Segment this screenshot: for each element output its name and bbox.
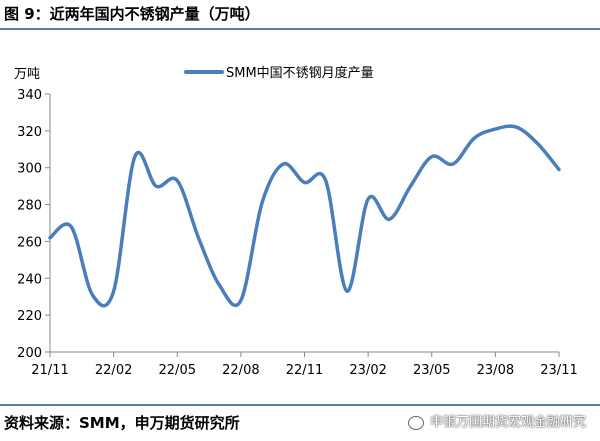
data-point — [494, 127, 497, 131]
x-tick-label: 22/08 — [222, 363, 259, 378]
y-tick-label: 340 — [17, 88, 42, 103]
data-point — [430, 155, 433, 158]
data-point — [48, 236, 52, 239]
data-point — [324, 179, 327, 182]
series-layer — [48, 124, 561, 308]
y-tick-label: 300 — [17, 162, 42, 177]
data-point — [536, 142, 539, 145]
x-tick-label: 22/05 — [159, 363, 196, 378]
series-line — [48, 124, 561, 308]
y-tick-label: 220 — [17, 309, 42, 324]
watermark: 申银万国期货宏观金融研究 — [407, 410, 586, 436]
data-point — [133, 155, 137, 158]
data-point — [282, 162, 285, 166]
data-point — [388, 218, 391, 221]
y-tick-label: 260 — [17, 235, 42, 250]
legend: SMM中国不锈钢月度产量 — [184, 65, 374, 81]
y-tick-label: 240 — [17, 272, 42, 287]
data-point — [409, 184, 412, 188]
data-point — [218, 284, 221, 287]
x-tick-label: 22/02 — [95, 363, 132, 378]
chart-title: 图 9：近两年国内不锈钢产量（万吨） — [4, 5, 260, 23]
footer-divider — [0, 404, 600, 406]
x-axis: 21/11 22/02 22/05 22/08 22/11 23/02 23/05 23/08… — [31, 351, 578, 378]
y-tick-label: 320 — [17, 125, 42, 140]
data-point — [112, 289, 115, 293]
legend-label: SMM中国不锈钢月度产量 — [226, 65, 374, 81]
data-point — [366, 197, 370, 201]
y-tick-label: 200 — [17, 346, 42, 361]
y-axis-label: 万吨 — [14, 67, 40, 82]
y-tick-label: 280 — [17, 199, 42, 214]
source-note: 资料来源：SMM，申万期货研究所 — [4, 414, 240, 432]
title-divider — [0, 28, 600, 30]
data-point — [472, 137, 476, 140]
line-chart: 200 220 240 260 280 300 320 340 21/11 22/02 22/05… — [14, 65, 578, 378]
data-point — [303, 181, 306, 184]
x-tick-label: 23/02 — [349, 363, 386, 378]
data-point — [239, 299, 243, 302]
x-tick-label: 23/05 — [413, 363, 450, 378]
data-point — [154, 184, 158, 188]
data-point — [515, 125, 518, 129]
data-point — [91, 293, 94, 297]
wechat-icon — [407, 415, 424, 430]
data-point — [345, 289, 349, 293]
y-axis: 200 220 240 260 280 300 320 340 — [17, 88, 51, 361]
data-point — [197, 236, 200, 239]
data-point — [70, 225, 73, 228]
data-point — [451, 162, 455, 166]
x-tick-label: 23/11 — [540, 363, 577, 378]
data-point — [176, 179, 179, 182]
x-tick-label: 22/11 — [286, 363, 323, 378]
watermark-text: 申银万国期货宏观金融研究 — [429, 415, 586, 430]
x-tick-label: 21/11 — [31, 363, 68, 378]
data-point — [260, 201, 264, 204]
x-tick-label: 23/08 — [477, 363, 514, 378]
data-point — [557, 168, 561, 171]
